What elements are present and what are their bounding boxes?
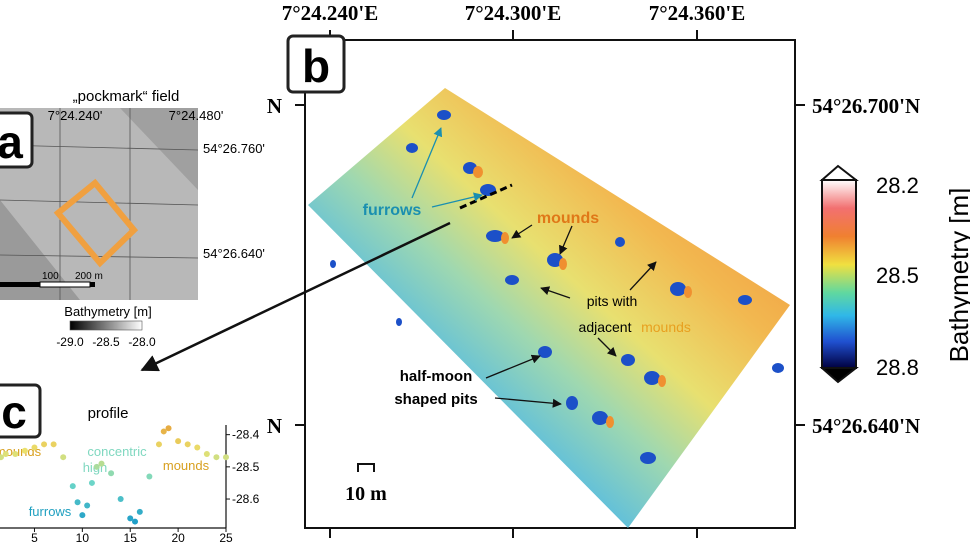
colorbar-tick: 28.8: [876, 355, 919, 380]
x-tick-label: 20: [171, 531, 185, 545]
y-tick-label: -28.6: [232, 492, 260, 506]
lon-label: 7°24.360'E: [649, 1, 746, 25]
colorbar-title: Bathymetry [m]: [944, 188, 970, 363]
panel-label-box: [0, 111, 34, 169]
colorbar-tick: 28.5: [876, 263, 919, 288]
profile-point: [117, 496, 124, 503]
colorbar-cap: [819, 367, 859, 384]
profile-point: [132, 518, 139, 525]
profile-point: [12, 450, 19, 457]
annotation: mounds: [0, 444, 42, 459]
profile-point: [127, 515, 134, 522]
lat-label: N: [267, 94, 282, 118]
profile-point: [175, 438, 182, 445]
colorbar: [821, 179, 857, 369]
profile-point: [41, 441, 48, 448]
colorbar-tick: 28.2: [876, 173, 919, 198]
annotation: mounds: [163, 458, 210, 473]
lat-label: 54°26.640'N: [812, 414, 920, 438]
profile-point: [184, 441, 191, 448]
panel-b: furrows mounds pits with adjacent mounds…: [140, 1, 970, 538]
scale-bar: [357, 463, 375, 472]
x-tick-label: 15: [124, 531, 138, 545]
title: „pockmark“ field: [73, 88, 180, 105]
annotation: mounds: [641, 319, 691, 335]
lon-label: 7°24.240'E: [282, 1, 379, 25]
bathymetry-map: [308, 88, 790, 528]
profile-point: [213, 454, 220, 461]
colorbar-cap: [819, 164, 859, 181]
profile-point: [136, 508, 143, 515]
study-area: [53, 178, 139, 268]
furrows-arrows: [411, 127, 483, 208]
panel-label: c: [1, 386, 27, 438]
x-tick-label: 10: [76, 531, 90, 545]
colorbar-tick: -28.5: [92, 335, 120, 349]
annotation: furrows: [363, 202, 422, 219]
annotation: shaped pits: [394, 391, 477, 408]
colorbar-tick: -28.0: [128, 335, 156, 349]
scale-label: 200 m: [75, 271, 103, 282]
annotation: half-moon: [400, 368, 473, 385]
profile-line: [459, 183, 513, 210]
y-tick-label: -28.4: [232, 428, 260, 442]
lat-label: 54°26.760': [203, 141, 265, 156]
profile-point: [93, 463, 100, 470]
profile-point: [50, 441, 57, 448]
profile-point: [31, 444, 38, 451]
colorbar: [69, 320, 143, 331]
profile-point: [155, 441, 162, 448]
profile-point: [223, 454, 229, 461]
x-tick-label: 5: [31, 531, 38, 545]
y-tick-label: -28.5: [232, 460, 260, 474]
panel-label: a: [0, 116, 23, 168]
panel-label-box: [0, 383, 42, 439]
profile-arrow: [140, 221, 451, 372]
profile-point: [79, 512, 86, 519]
profile-point: [194, 444, 201, 451]
profile-point: [74, 499, 81, 506]
lat-label: 54°26.640': [203, 246, 265, 261]
colorbar-tick: -29.0: [56, 335, 84, 349]
annotation: mounds: [537, 210, 599, 227]
pits: [330, 110, 784, 464]
annotation: furrows: [29, 504, 72, 519]
x-tick-label: 25: [219, 531, 233, 545]
profile-point: [60, 454, 67, 461]
profile-point: [165, 425, 172, 432]
annotation-arrows: [485, 224, 657, 408]
profile-point: [98, 460, 105, 467]
title: profile: [88, 405, 129, 422]
lon-label: 7°24.300'E: [465, 1, 562, 25]
scale-label: 100: [42, 271, 59, 282]
profile-point: [203, 450, 210, 457]
profile-point: [21, 447, 28, 454]
scale-label: 10 m: [345, 483, 387, 505]
lat-label: 54°26.700'N: [812, 94, 920, 118]
profile-point: [84, 502, 91, 509]
profile-point: [2, 450, 9, 457]
lon-label: 7°24.480': [169, 108, 224, 123]
profile-point: [69, 483, 76, 490]
profile-point: [108, 470, 115, 477]
profile-point: [146, 473, 153, 480]
annotation: pits with: [587, 293, 638, 309]
panel-a: 100 200 m „pockmark“ field 7°24.240' 7°2…: [0, 88, 265, 349]
panel-c: profile mounds concentric high mounds fu…: [0, 383, 260, 545]
profile-point: [0, 454, 4, 461]
profile-point: [160, 428, 167, 435]
annotation: concentric: [87, 444, 147, 459]
scale-bar: [39, 281, 91, 288]
panel-label-box: [286, 34, 346, 94]
colorbar-title: Bathymetry [m]: [64, 304, 151, 319]
lon-label: 7°24.240': [48, 108, 103, 123]
panel-label: b: [302, 40, 330, 92]
frame-ticks: [295, 30, 805, 538]
annotation: adjacent: [579, 319, 632, 335]
profile-point: [88, 479, 95, 486]
lat-label: N: [267, 414, 282, 438]
